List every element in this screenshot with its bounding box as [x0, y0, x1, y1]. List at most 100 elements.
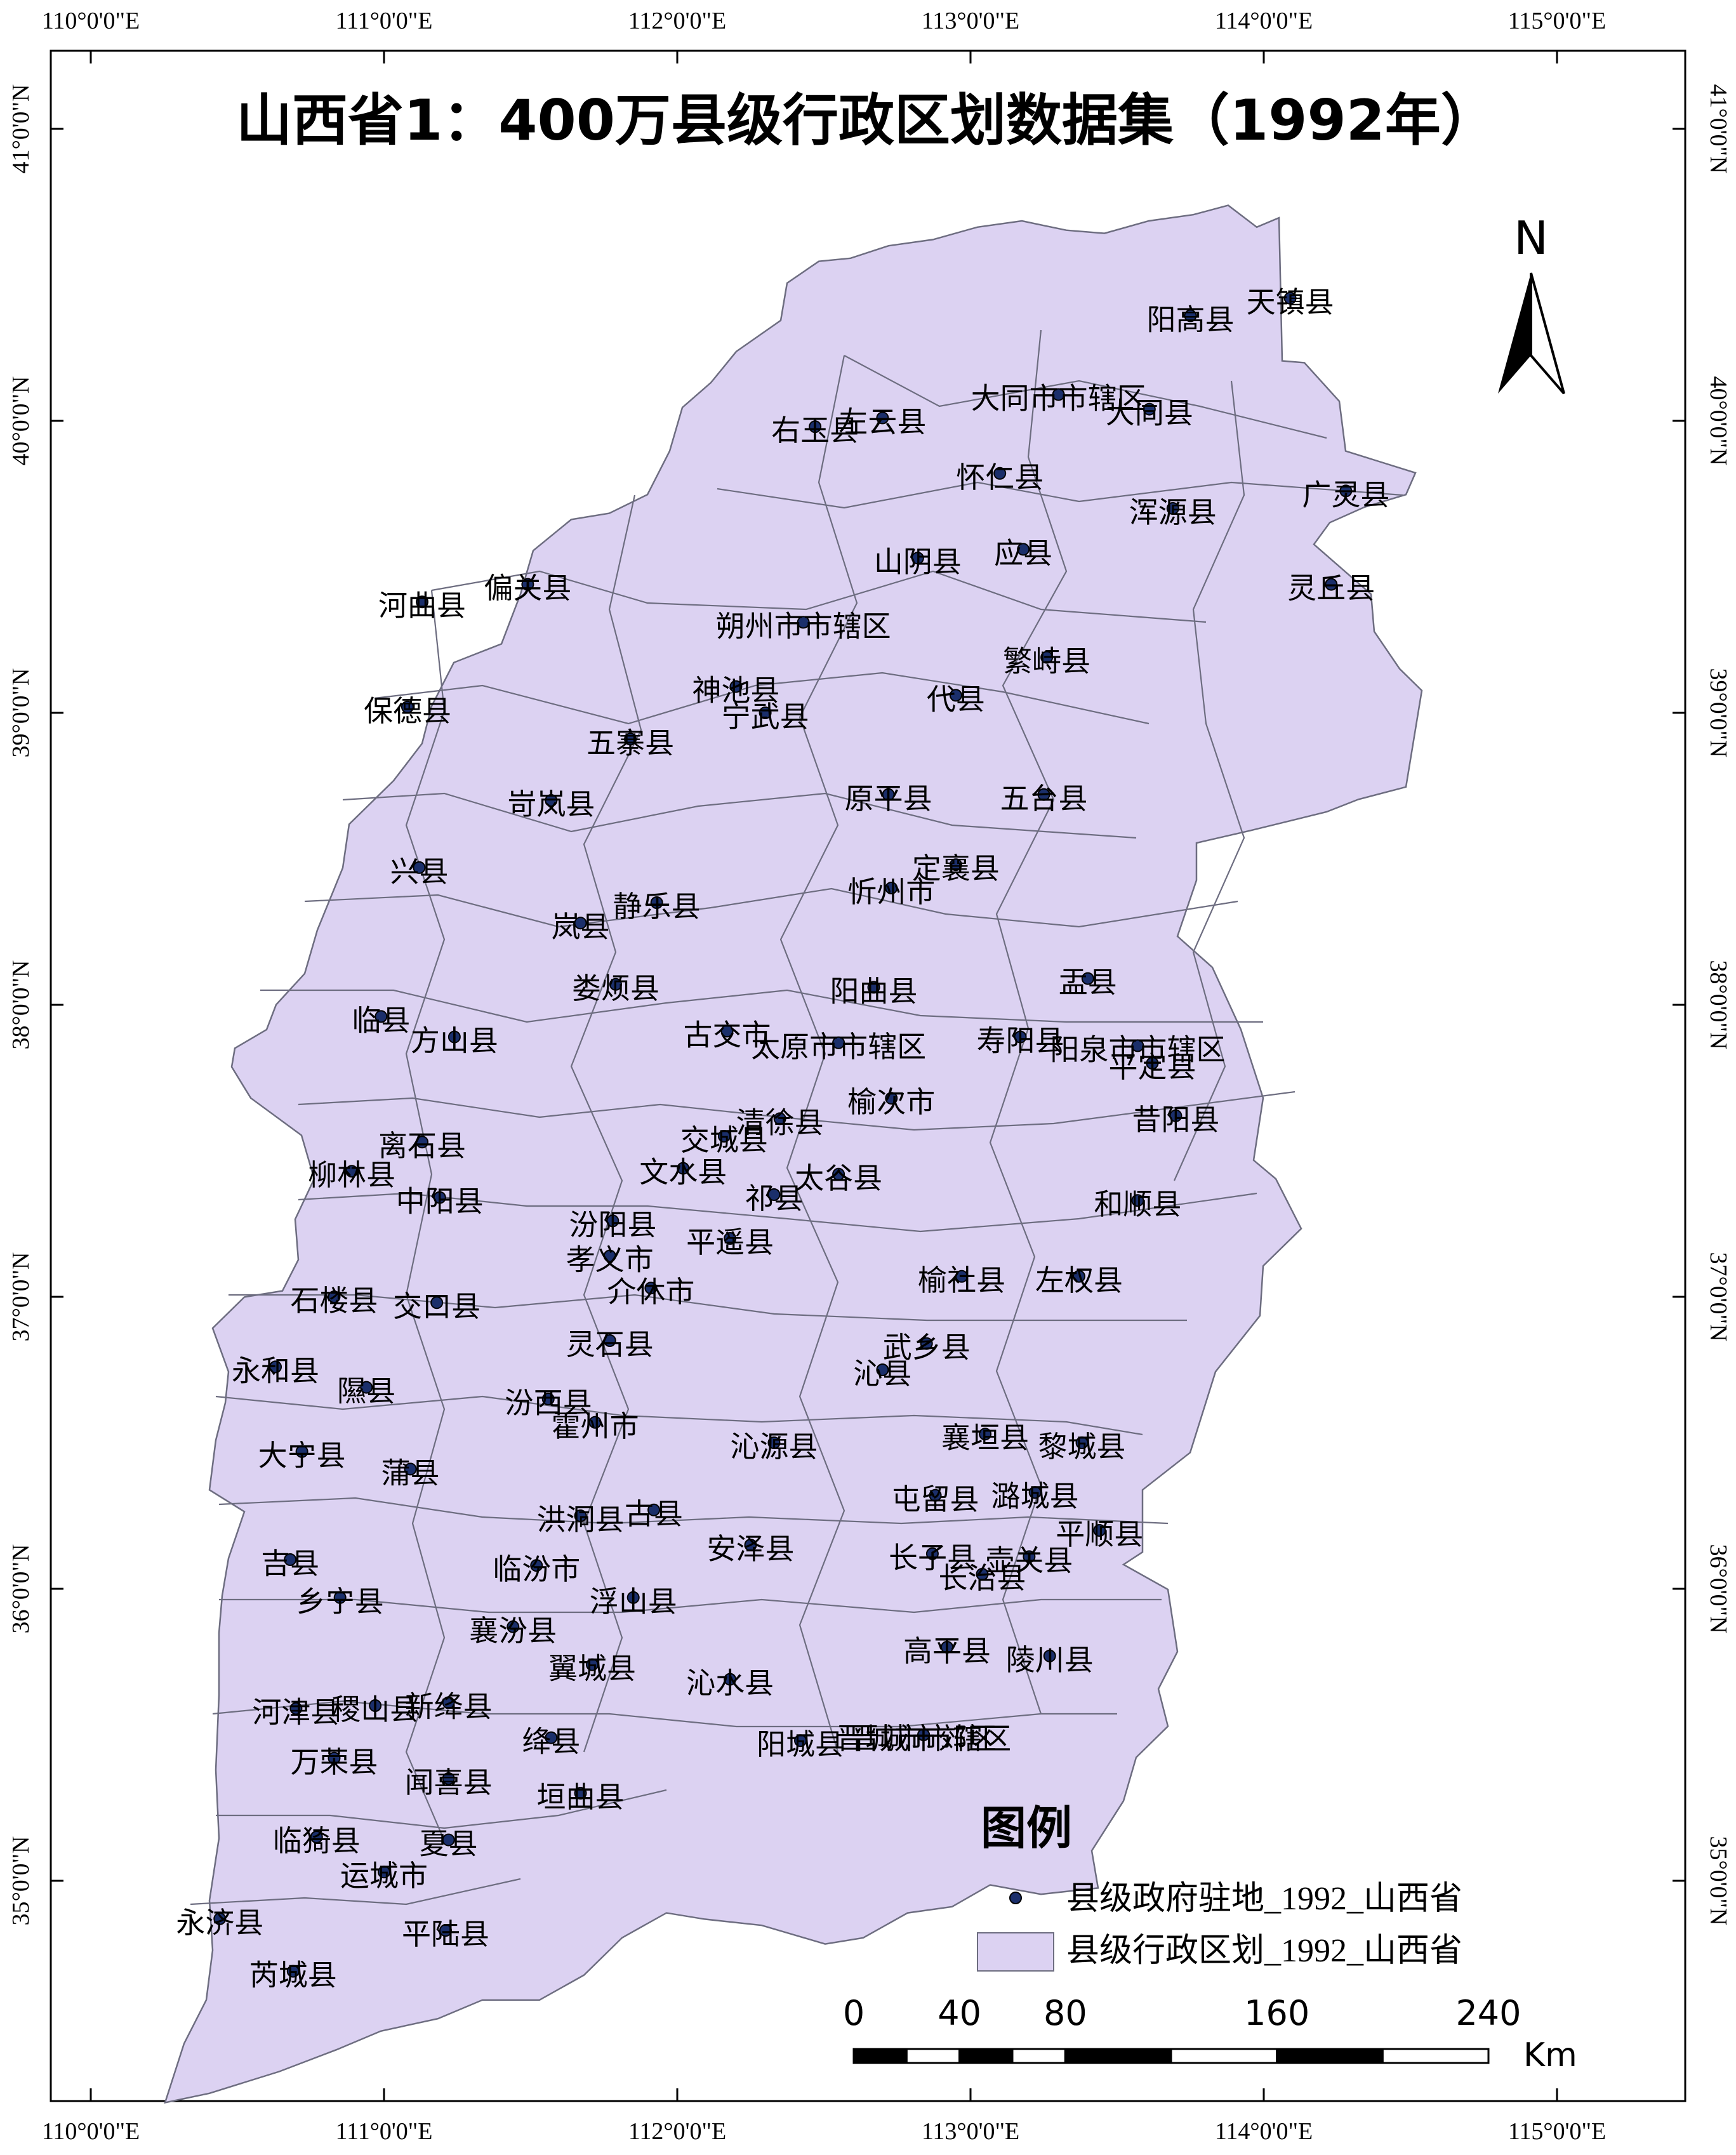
county-seat-point	[876, 1363, 889, 1376]
county-seat-point	[588, 1416, 602, 1429]
county-seat-point	[1081, 972, 1094, 985]
county-seat-point	[333, 1591, 347, 1604]
lat-label-right: 40°0'0"N	[1705, 376, 1732, 466]
county-seat-point	[1166, 502, 1179, 515]
north-arrow-label: N	[1514, 211, 1548, 265]
county-seat-point	[603, 1334, 616, 1347]
county-seat-point	[1143, 402, 1156, 416]
county-label: 五寨县	[586, 726, 674, 760]
county-label: 隰县	[337, 1374, 395, 1409]
county-seat-point	[911, 552, 924, 565]
county-label: 永和县	[232, 1353, 319, 1388]
county-label: 绛县	[522, 1725, 580, 1759]
county-label: 吉县	[261, 1546, 319, 1581]
county-seat-point	[867, 981, 880, 994]
county-seat-point	[794, 1734, 807, 1747]
scale-bar-tick-label: 80	[1044, 1993, 1087, 2033]
county-label: 大同县	[1106, 396, 1193, 430]
county-label: 孝义市	[566, 1243, 654, 1277]
county-seat-point	[289, 1702, 303, 1715]
county-seat-point	[439, 1924, 453, 1937]
lat-label-right: 38°0'0"N	[1705, 960, 1732, 1050]
lat-label-right: 36°0'0"N	[1705, 1544, 1732, 1634]
county-label: 洪洞县	[537, 1502, 625, 1537]
county-label: 介休市	[607, 1275, 694, 1309]
county-seat-point	[345, 1165, 359, 1178]
scale-bar-tick-label: 240	[1455, 1993, 1521, 2033]
lon-label-top: 113°0'0"E	[922, 8, 1019, 34]
county-label: 方山县	[411, 1024, 498, 1058]
county-seat-point	[949, 858, 962, 872]
county-label: 阳曲县	[830, 974, 918, 1008]
county-label: 岚县	[552, 910, 610, 944]
lon-label-bottom: 111°0'0"E	[336, 2118, 433, 2145]
county-label: 壶关县	[985, 1543, 1073, 1577]
scale-bar-tick-label: 160	[1244, 1993, 1309, 2033]
county-seat-point	[809, 420, 822, 434]
county-label: 古县	[625, 1497, 683, 1531]
county-label: 怀仁县	[956, 460, 1044, 494]
county-seat-point	[925, 1547, 939, 1560]
county-seat-point	[269, 1360, 282, 1374]
county-label: 左云县	[838, 404, 926, 439]
scale-bar-unit: Km	[1523, 2036, 1577, 2074]
county-seat-point	[876, 411, 889, 425]
county-seat-point	[416, 595, 429, 609]
legend-item-county: 县级行政区划_1992_山西省	[1066, 1933, 1462, 1969]
county-label: 夏县	[420, 1827, 478, 1861]
north-arrow: N	[1498, 211, 1565, 395]
county-label: 太谷县	[795, 1161, 882, 1195]
scale-bar-segment	[1381, 2048, 1490, 2064]
county-label: 长治县	[938, 1561, 1026, 1595]
province-shanxi	[164, 204, 1423, 2104]
county-seat-point	[677, 1162, 690, 1175]
county-label: 临县	[352, 1003, 410, 1037]
county-seat-point	[574, 917, 587, 930]
county-seat-point	[586, 1658, 599, 1671]
county-label: 昔阳县	[1132, 1103, 1219, 1137]
county-seat-point	[744, 1539, 757, 1551]
county-label: 平陆县	[402, 1917, 489, 1951]
county-label: 晋城市郊区	[851, 1721, 997, 1756]
county-seat-point	[644, 1282, 658, 1295]
county-label: 文水县	[639, 1155, 727, 1190]
county-label: 榆社县	[918, 1263, 1005, 1297]
county-seat-point	[1283, 291, 1297, 305]
county-seat-point	[1339, 484, 1353, 498]
county-seat-point	[955, 1270, 969, 1283]
legend-item-seat: 县级政府驻地_1992_山西省	[1066, 1881, 1462, 1917]
legend-polygon-symbol	[977, 1932, 1054, 1972]
county-label: 灵丘县	[1287, 571, 1375, 606]
county-seat-point	[401, 700, 414, 713]
county-label: 武乡县	[883, 1330, 971, 1365]
scale-bar-tick-label: 40	[938, 1993, 981, 2033]
county-seat-point	[949, 689, 962, 702]
scale-bar-segment	[905, 2048, 961, 2064]
county-seat-point	[920, 1337, 933, 1350]
scale-bar: Km 0 40 80 160 240	[843, 1993, 1577, 2074]
county-label: 陵川县	[1006, 1643, 1094, 1677]
county-seat-point	[1131, 1194, 1144, 1207]
county-label: 交口县	[393, 1289, 480, 1323]
lat-label-right: 35°0'0"N	[1705, 1836, 1732, 1926]
county-seat-point	[328, 1751, 341, 1765]
lon-label-bottom: 114°0'0"E	[1215, 2118, 1313, 2145]
county-seat-point	[1093, 1524, 1106, 1537]
county-label: 石楼县	[290, 1283, 378, 1318]
county-label: 新绛县	[405, 1689, 493, 1723]
county-label: 汾阳县	[569, 1207, 656, 1242]
county-label: 垣曲县	[537, 1780, 625, 1814]
county-boundaries	[190, 329, 1403, 1906]
county-label: 左权县	[1035, 1263, 1123, 1297]
county-label: 灵石县	[566, 1327, 654, 1362]
county-label: 芮城县	[249, 1958, 337, 1993]
county-seat-point	[1169, 1109, 1183, 1122]
county-label: 静乐县	[613, 889, 701, 924]
county-seat-point	[885, 882, 898, 894]
lon-label-bottom: 113°0'0"E	[922, 2118, 1019, 2145]
county-seat-point	[717, 1130, 731, 1143]
county-label: 广灵县	[1302, 477, 1389, 512]
county-label: 宁武县	[722, 700, 809, 734]
